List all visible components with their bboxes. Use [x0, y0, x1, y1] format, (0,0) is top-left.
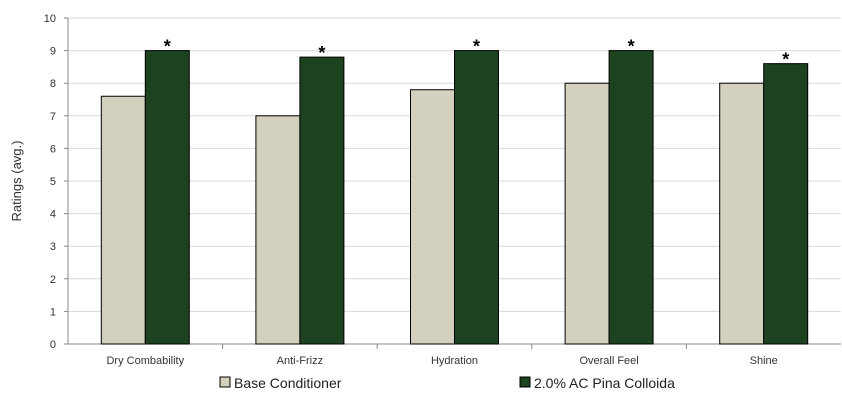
bar-ac-pina-colloida	[299, 56, 345, 345]
legend: Base Conditioner 2.0% AC Pina Colloida	[219, 375, 675, 391]
bar-ac-pina-colloida	[763, 63, 809, 345]
y-tick-label: 7	[50, 111, 56, 123]
legend-label: 2.0% AC Pina Colloida	[534, 375, 675, 391]
legend-item: 2.0% AC Pina Colloida	[519, 375, 675, 391]
x-tick-label: Overall Feel	[579, 355, 638, 367]
bar-ac-pina-colloida	[144, 50, 190, 345]
x-tick-label: Anti-Frizz	[277, 355, 323, 367]
y-tick-label: 1	[50, 306, 56, 318]
bar-base-conditioner	[255, 115, 301, 345]
y-tick-label: 0	[50, 339, 56, 351]
bar-ac-pina-colloida	[454, 50, 499, 345]
y-tick-label: 10	[44, 13, 56, 25]
y-tick-label: 6	[50, 143, 56, 155]
significance-marker: *	[473, 37, 480, 57]
bar-base-conditioner	[564, 82, 610, 345]
legend-swatch	[519, 376, 531, 388]
significance-marker: *	[318, 43, 325, 63]
legend-item: Base Conditioner	[219, 375, 342, 391]
y-tick-label: 5	[50, 176, 56, 188]
x-tick-label: Shine	[750, 355, 778, 367]
bars	[100, 50, 809, 345]
legend-label: Base Conditioner	[234, 375, 342, 391]
y-tick-label: 4	[50, 209, 56, 221]
bar-ac-pina-colloida	[608, 50, 654, 345]
y-tick-label: 8	[50, 78, 56, 90]
significance-marker: *	[628, 37, 635, 57]
y-axis-label: Ratings (avg.)	[9, 141, 24, 222]
x-tick-label: Hydration	[431, 355, 478, 367]
y-tick-label: 2	[50, 274, 56, 286]
x-tick-label: Dry Combability	[106, 355, 184, 367]
bar-base-conditioner	[100, 95, 146, 345]
significance-marker: *	[164, 37, 171, 57]
bar-base-conditioner	[719, 82, 765, 345]
significance-marker: *	[782, 50, 789, 70]
y-tick-label: 3	[50, 241, 56, 253]
labels: 0 1 2 3 4 5 6 7 8 9 10 Dry Combability Anti-Frizz Hyd…	[44, 13, 789, 367]
legend-swatch	[219, 376, 231, 388]
y-tick-label: 9	[50, 46, 56, 58]
bar-base-conditioner	[410, 89, 455, 345]
